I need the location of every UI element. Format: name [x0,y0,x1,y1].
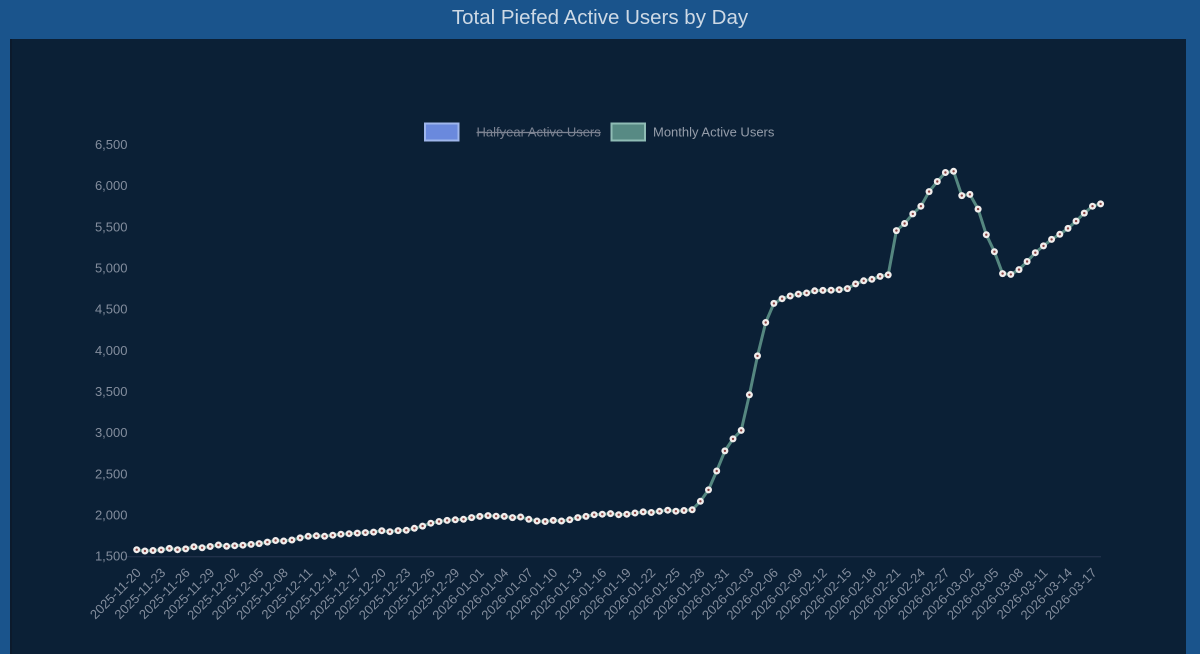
svg-text:5,500: 5,500 [95,219,128,234]
svg-text:Monthly Active Users: Monthly Active Users [653,125,775,140]
svg-text:4,000: 4,000 [95,343,128,358]
svg-text:3,000: 3,000 [95,425,128,440]
svg-text:6,000: 6,000 [95,178,128,193]
svg-text:6,500: 6,500 [95,137,128,152]
svg-text:1,500: 1,500 [95,549,128,564]
svg-text:Halfyear Active Users: Halfyear Active Users [477,125,602,140]
svg-text:3,500: 3,500 [95,384,128,399]
svg-text:2,000: 2,000 [95,508,128,523]
svg-text:4,500: 4,500 [95,302,128,317]
svg-text:5,000: 5,000 [95,261,128,276]
svg-text:2,500: 2,500 [95,466,128,481]
